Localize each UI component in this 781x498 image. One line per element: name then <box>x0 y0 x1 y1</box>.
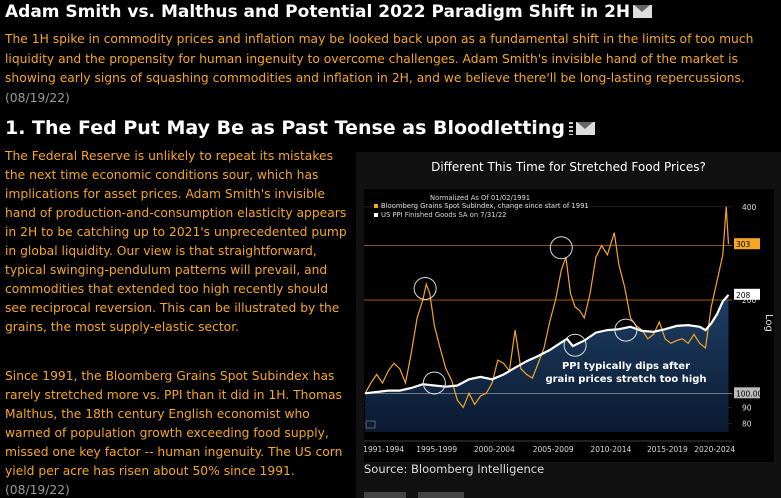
article-title: Adam Smith vs. Malthus and Potential 202… <box>5 2 653 22</box>
section-paragraph-2: Since 1991, the Bloomberg Grains Spot Su… <box>5 367 350 498</box>
highlight-circle <box>413 276 437 300</box>
section-title-text: 1. The Fed Put May Be as Past Tense as B… <box>5 117 565 139</box>
x-tick-label: 2010-2014 <box>590 445 631 454</box>
intro-paragraph: The 1H spike in commodity prices and inf… <box>5 30 777 108</box>
highlight-circle <box>549 236 573 260</box>
y-tick-label: 80 <box>742 419 752 428</box>
x-tick-label: 1995-1999 <box>416 445 457 454</box>
legend-swatch-grains <box>374 204 378 208</box>
x-tick-label: 2000-2004 <box>474 445 515 454</box>
chart-title: Different This Time for Stretched Food P… <box>431 160 706 174</box>
chart-svg: 8090200300400303208100.00Log1991-1994199… <box>364 194 774 454</box>
x-tick-label: 1991-1994 <box>364 445 404 454</box>
y-tick-label: 200 <box>742 296 757 305</box>
legend-swatch-ppi <box>374 213 378 217</box>
chart-panel: Different This Time for Stretched Food P… <box>356 152 781 498</box>
highlight-circle <box>422 371 446 395</box>
chart-tab-2[interactable] <box>418 492 464 498</box>
series-grains-line <box>364 206 730 409</box>
x-tick-label: 2020-2024 <box>694 445 735 454</box>
section-date: (08/19/22) <box>5 483 70 497</box>
value-label-grains: 303 <box>736 240 751 249</box>
y-tick-label: 90 <box>742 403 752 412</box>
annotation-line-2: grain prices stretch too high <box>545 374 706 385</box>
section-paragraph-1: The Federal Reserve is unlikely to repea… <box>5 149 347 334</box>
chart-tab-1[interactable] <box>364 492 406 498</box>
section-title: 1. The Fed Put May Be as Past Tense as B… <box>5 117 595 139</box>
value-label-ppi-box <box>734 288 760 300</box>
article-title-text: Adam Smith vs. Malthus and Potential 202… <box>5 2 631 22</box>
y-axis-scale-label: Log <box>763 314 774 332</box>
legend-note: Normalized As Of 01/02/1991 <box>430 194 530 202</box>
legend-label-grains: Bloomberg Grains Spot Subindex, change s… <box>381 202 589 210</box>
value-label-base: 100.00 <box>736 389 762 398</box>
chart-plot: 8090200300400303208100.00Log1991-1994199… <box>364 189 774 462</box>
ppi-area <box>365 294 729 432</box>
highlight-circle <box>563 333 587 357</box>
email-icon[interactable] <box>575 122 595 135</box>
value-label-grains-box <box>734 238 760 250</box>
email-icon[interactable] <box>633 5 653 18</box>
drag-handle-icon[interactable] <box>568 122 573 135</box>
value-label-ppi: 208 <box>736 291 751 300</box>
intro-date: (08/19/22) <box>5 90 70 105</box>
x-tick-label: 2015-2019 <box>647 445 688 454</box>
section-paragraph-2-text: Since 1991, the Bloomberg Grains Spot Su… <box>5 369 343 478</box>
y-tick-label: 400 <box>742 203 757 212</box>
x-tick-label: 2005-2009 <box>533 445 574 454</box>
chart-control-icon[interactable] <box>365 420 376 429</box>
highlight-circle <box>614 318 638 342</box>
chart-source: Source: Bloomberg Intelligence <box>364 462 545 476</box>
series-ppi-line <box>365 294 730 395</box>
legend-label-ppi: US PPI Finished Goods SA on 7/31/22 <box>381 211 507 219</box>
intro-text: The 1H spike in commodity prices and inf… <box>5 32 754 85</box>
annotation-line-1: PPI typically dips after <box>562 361 690 372</box>
value-label-base-box <box>734 387 760 399</box>
